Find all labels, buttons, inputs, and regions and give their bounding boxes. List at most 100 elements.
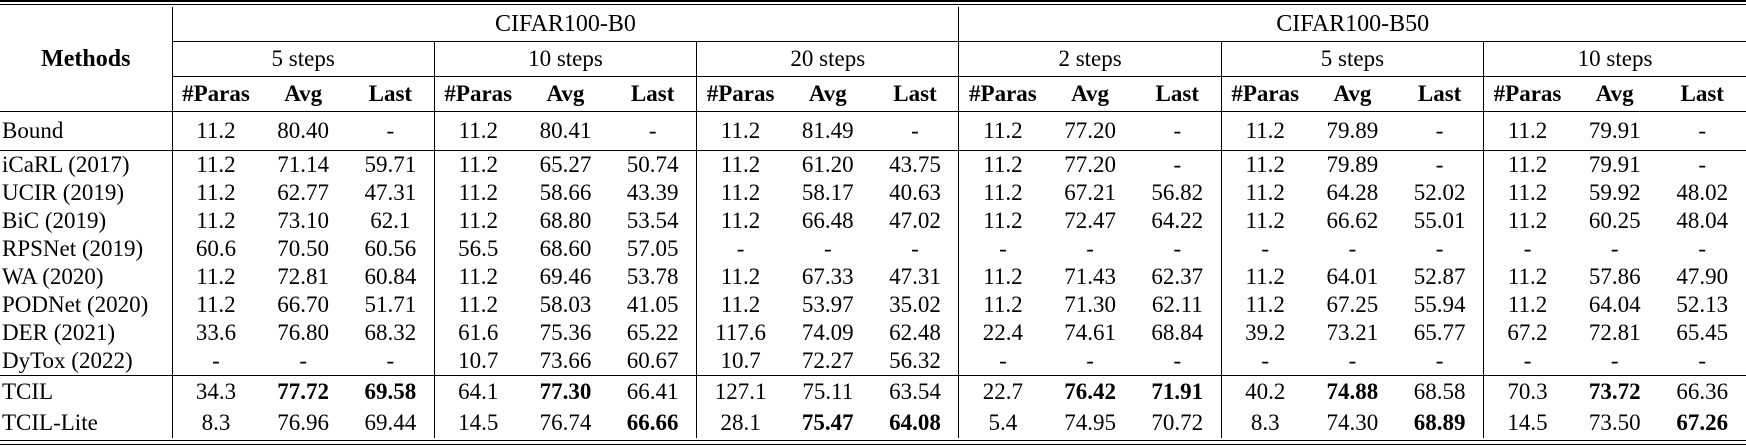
metric-header-last: Last bbox=[1658, 76, 1746, 112]
value-cell: 11.2 bbox=[696, 111, 785, 151]
value-cell: 80.41 bbox=[521, 111, 610, 151]
value-cell: 68.80 bbox=[539, 208, 592, 233]
table-row-ucir-2019: UCIR (2019) 11.2 62.77 47.31 11.2 58.66 43.39 1… bbox=[0, 179, 1746, 207]
value-cell: 60.56 bbox=[364, 236, 417, 261]
value-cell: 65.22 bbox=[626, 320, 679, 345]
value-cell: 22.4 bbox=[958, 319, 1047, 347]
value-cell: 11.2 bbox=[1483, 207, 1571, 235]
value-cell: 74.30 bbox=[1326, 409, 1379, 435]
metric-header-num-paras: #Paras bbox=[1220, 76, 1309, 112]
value-cell: 52.13 bbox=[1676, 292, 1729, 317]
table-row-der-2021: DER (2021) 33.6 76.80 68.32 61.6 75.36 65.22 11… bbox=[0, 319, 1746, 347]
value-cell: 74.61 bbox=[1064, 320, 1116, 345]
value-cell: 58.03 bbox=[539, 292, 592, 317]
value-cell: 77.30 bbox=[539, 378, 592, 404]
value-cell: 77.20 bbox=[1064, 152, 1116, 177]
value-cell: - bbox=[1133, 347, 1222, 376]
value-cell: 33.6 bbox=[195, 320, 237, 345]
value-cell: 59.71 bbox=[364, 152, 417, 177]
metric-header-num-paras: #Paras bbox=[696, 76, 785, 112]
value-cell: 11.2 bbox=[1483, 263, 1571, 291]
value-cell: 76.80 bbox=[277, 320, 330, 345]
value-cell: 50.74 bbox=[626, 152, 679, 177]
steps-header: 10 steps bbox=[1483, 41, 1746, 77]
value-cell: 11.2 bbox=[433, 179, 522, 207]
top-rule-thick bbox=[0, 0, 1746, 2]
value-cell: 34.3 bbox=[195, 378, 237, 404]
value-cell: - bbox=[871, 111, 959, 151]
value-cell: 52.87 bbox=[1413, 264, 1466, 289]
metric-header-last: Last bbox=[1396, 76, 1484, 112]
value-cell: - bbox=[1133, 111, 1222, 151]
value-cell: 56.32 bbox=[871, 347, 959, 376]
metric-header-avg: Avg bbox=[784, 76, 872, 112]
value-cell: 72.81 bbox=[277, 264, 330, 289]
value-cell: 68.89 bbox=[1413, 409, 1466, 435]
value-cell: 79.89 bbox=[1308, 111, 1397, 151]
metric-header-num-paras: #Paras bbox=[172, 76, 260, 112]
value-cell: 11.2 bbox=[1220, 179, 1309, 207]
value-cell: 56.5 bbox=[433, 235, 522, 263]
value-cell: - bbox=[346, 111, 435, 151]
value-cell: 11.2 bbox=[1220, 111, 1309, 151]
value-cell: 73.72 bbox=[1588, 378, 1641, 404]
value-cell: 73.21 bbox=[1326, 320, 1379, 345]
value-cell: 11.2 bbox=[1220, 150, 1309, 179]
value-cell: 11.2 bbox=[1483, 291, 1571, 319]
value-cell: 35.02 bbox=[889, 292, 941, 317]
value-cell: 72.81 bbox=[1588, 320, 1641, 345]
value-cell: 56.82 bbox=[1151, 180, 1204, 205]
value-cell: 47.31 bbox=[364, 180, 417, 205]
method-name: BiC (2019) bbox=[0, 207, 173, 235]
method-name: TCIL-Lite bbox=[0, 407, 173, 438]
value-cell: 66.41 bbox=[626, 378, 679, 404]
value-cell: 62.1 bbox=[370, 208, 411, 233]
value-cell: 74.88 bbox=[1326, 378, 1379, 404]
value-cell: 40.2 bbox=[1220, 375, 1309, 407]
value-cell: 66.48 bbox=[801, 208, 854, 233]
value-cell: - bbox=[1483, 347, 1571, 376]
table-row-dytox-2022: DyTox (2022) - - -10.7 73.66 60.67 10.7 72.27 56… bbox=[0, 347, 1746, 376]
value-cell: 68.58 bbox=[1413, 378, 1466, 404]
value-cell: 67.21 bbox=[1064, 180, 1116, 205]
metric-header-num-paras: #Paras bbox=[433, 76, 522, 112]
value-cell: 11.2 bbox=[196, 208, 236, 233]
table-row-bic-2019: BiC (2019) 11.2 73.10 62.1 11.2 68.80 53.54 11.… bbox=[0, 207, 1746, 235]
value-cell: 47.02 bbox=[889, 208, 941, 233]
metric-header-avg: Avg bbox=[259, 76, 347, 112]
steps-header: 5 steps bbox=[172, 41, 435, 77]
metric-header-avg: Avg bbox=[521, 76, 610, 112]
value-cell: 75.11 bbox=[802, 378, 854, 404]
value-cell: 8.3 bbox=[201, 409, 231, 435]
value-cell: 66.66 bbox=[626, 409, 679, 435]
value-cell: 11.2 bbox=[958, 263, 1047, 291]
value-cell: 72.27 bbox=[784, 347, 872, 376]
value-cell: 11.2 bbox=[433, 111, 522, 151]
value-cell: 5.4 bbox=[958, 407, 1047, 438]
value-cell: 58.17 bbox=[801, 180, 854, 205]
value-cell: 57.05 bbox=[626, 236, 679, 261]
table-row-bound: Bound 11.2 80.40-11.2 80.41-11.2 81.49-11.2 7… bbox=[0, 111, 1746, 151]
metric-header-last: Last bbox=[871, 76, 959, 112]
value-cell: 11.2 bbox=[958, 291, 1047, 319]
value-cell: - bbox=[1173, 152, 1182, 177]
value-cell: - bbox=[1658, 347, 1746, 376]
value-cell: - bbox=[1046, 347, 1134, 376]
value-cell: 11.2 bbox=[696, 263, 785, 291]
value-cell: 64.08 bbox=[889, 409, 941, 435]
dataset-header-cifar100-b0: CIFAR100-B0 bbox=[172, 7, 959, 42]
value-cell: 64.22 bbox=[1151, 208, 1204, 233]
value-cell: - bbox=[958, 347, 1047, 376]
value-cell: - bbox=[1220, 347, 1309, 376]
value-cell: 11.2 bbox=[196, 292, 236, 317]
value-cell: 72.47 bbox=[1064, 208, 1116, 233]
value-cell: 76.74 bbox=[539, 409, 592, 435]
value-cell: 48.02 bbox=[1676, 180, 1729, 205]
value-cell: 11.2 bbox=[696, 179, 785, 207]
value-cell: 79.91 bbox=[1588, 152, 1641, 177]
value-cell: - bbox=[1308, 347, 1397, 376]
value-cell: 69.44 bbox=[364, 409, 417, 435]
value-cell: 11.2 bbox=[1483, 150, 1571, 179]
metric-header-avg: Avg bbox=[1308, 76, 1397, 112]
